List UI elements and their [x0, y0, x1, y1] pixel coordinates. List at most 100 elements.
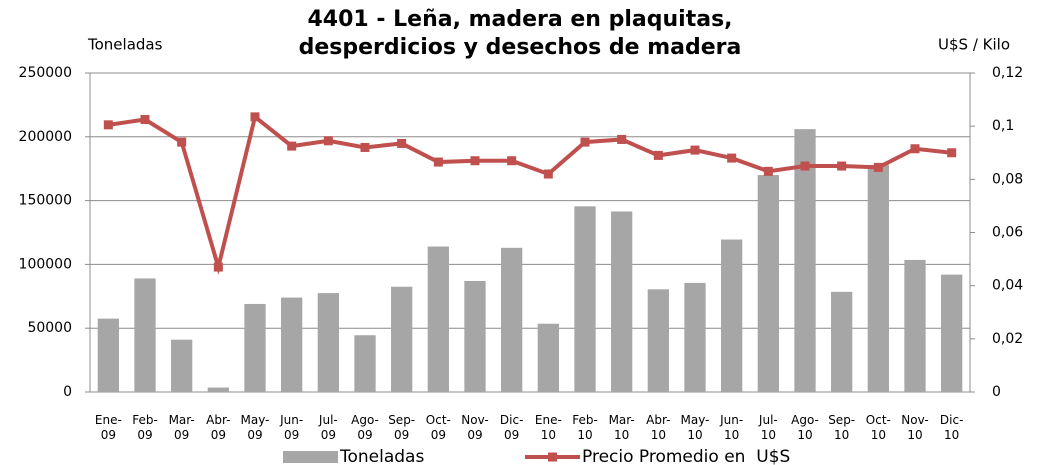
marker	[323, 136, 333, 146]
x-tick-label: Ago-10	[791, 413, 819, 442]
x-tick-label-line: 10	[907, 428, 922, 442]
marker	[543, 169, 553, 179]
bar	[317, 293, 339, 392]
bar	[684, 282, 706, 392]
bar	[574, 206, 596, 392]
y-tick-label: 100000	[19, 256, 72, 272]
marker	[433, 157, 443, 167]
marker	[507, 156, 517, 166]
x-tick-label-line: Sep-	[388, 413, 415, 427]
x-tick-label-line: 10	[834, 428, 849, 442]
x-tick-label-line: 09	[504, 428, 519, 442]
bar	[464, 280, 486, 392]
x-tick-label-line: Jun-	[279, 413, 303, 427]
x-tick-label-line: 10	[651, 428, 666, 442]
y2-tick-label: 0,1	[992, 118, 1014, 134]
x-tick-label-line: Ene-	[95, 413, 122, 427]
legend-label: Precio Promedio en U$S	[582, 447, 790, 465]
marker	[910, 144, 920, 154]
x-tick-label-line: Dic-	[940, 413, 964, 427]
y2-tick-label: 0,06	[992, 225, 1023, 241]
bar	[427, 246, 449, 392]
bar	[281, 297, 303, 392]
x-tick-label-line: Jul-	[758, 413, 778, 427]
marker	[103, 120, 113, 130]
y2-tick-label: 0,08	[992, 171, 1023, 187]
bar	[207, 387, 229, 392]
x-tick-label-line: Feb-	[132, 413, 158, 427]
line	[108, 113, 952, 275]
x-tick-label: Dic-10	[940, 413, 964, 442]
bar	[244, 303, 266, 392]
marker	[617, 134, 627, 144]
y-tick-label: 200000	[19, 129, 72, 145]
bar	[647, 289, 669, 392]
x-tick-label-line: Mar-	[609, 413, 635, 427]
x-tick-label-line: Feb-	[572, 413, 598, 427]
x-tick-label-line: 09	[101, 428, 116, 442]
x-tick-label-line: Jun-	[719, 413, 743, 427]
x-tick-label-line: Nov-	[901, 413, 928, 427]
x-tick-label: Dic-09	[500, 413, 524, 442]
x-tick-label: Jul-10	[758, 413, 778, 442]
bar	[171, 339, 193, 392]
x-tick-label: Abr-10	[646, 413, 670, 442]
bar	[941, 274, 963, 392]
marker	[837, 161, 847, 171]
x-tick-label: Ago-09	[351, 413, 379, 442]
y-tick-label: 50000	[27, 320, 72, 336]
x-tick-label: Abr-09	[206, 413, 230, 442]
legend-label: Toneladas	[339, 447, 424, 465]
marker	[763, 166, 773, 176]
bar	[97, 318, 119, 392]
x-tick-label-line: 10	[797, 428, 812, 442]
x-tick-label-line: Ago-	[791, 413, 819, 427]
y-tick-label: 150000	[19, 193, 72, 209]
x-tick-label-line: Ago-	[351, 413, 379, 427]
y2-tick-label: 0,04	[992, 278, 1023, 294]
x-tick-label: Oct-10	[866, 413, 891, 442]
x-tick-label-line: 10	[944, 428, 959, 442]
legend-marker	[548, 452, 557, 462]
x-tick-label: Mar-09	[169, 413, 195, 442]
y-axis-label: Toneladas	[87, 36, 163, 54]
x-tick-label-line: 09	[137, 428, 152, 442]
bar	[134, 278, 156, 392]
x-tick-label: Ene-09	[95, 413, 122, 442]
marker	[250, 112, 260, 122]
x-tick-label-line: 09	[431, 428, 446, 442]
x-tick-label-line: Nov-	[461, 413, 488, 427]
x-tick-label-line: 09	[467, 428, 482, 442]
bar	[501, 247, 523, 392]
x-tick-label: Nov-10	[901, 413, 928, 442]
marker	[800, 161, 810, 171]
marker	[177, 137, 187, 147]
x-tick-label-line: 09	[211, 428, 226, 442]
x-tick-label: May-10	[681, 413, 710, 442]
x-tick-label-line: 09	[174, 428, 189, 442]
x-tick-label-line: 09	[247, 428, 262, 442]
x-tick-label-line: 09	[357, 428, 372, 442]
y-tick-label: 250000	[19, 65, 72, 81]
x-tick-label-line: Mar-	[169, 413, 195, 427]
bar	[831, 291, 853, 392]
bar	[794, 129, 816, 393]
y2-tick-label: 0,02	[992, 331, 1023, 347]
legend-swatch	[283, 451, 338, 463]
x-tick-label-line: Jul-	[318, 413, 338, 427]
x-tick-label-line: 09	[394, 428, 409, 442]
y-tick-label: 0	[63, 384, 72, 400]
x-tick-label-line: Abr-	[646, 413, 670, 427]
x-tick-label-line: Sep-	[828, 413, 855, 427]
bar	[904, 259, 926, 392]
x-tick-label: Jun-09	[279, 413, 303, 442]
x-tick-label-line: 10	[541, 428, 556, 442]
bar	[391, 286, 413, 392]
x-tick-label: Sep-10	[828, 413, 855, 442]
x-tick-label: Sep-09	[388, 413, 415, 442]
bar	[537, 323, 559, 392]
x-tick-label-line: Abr-	[206, 413, 230, 427]
y2-tick-label: 0	[992, 384, 1001, 400]
chart-title: desperdicios y desechos de madera	[299, 35, 742, 60]
